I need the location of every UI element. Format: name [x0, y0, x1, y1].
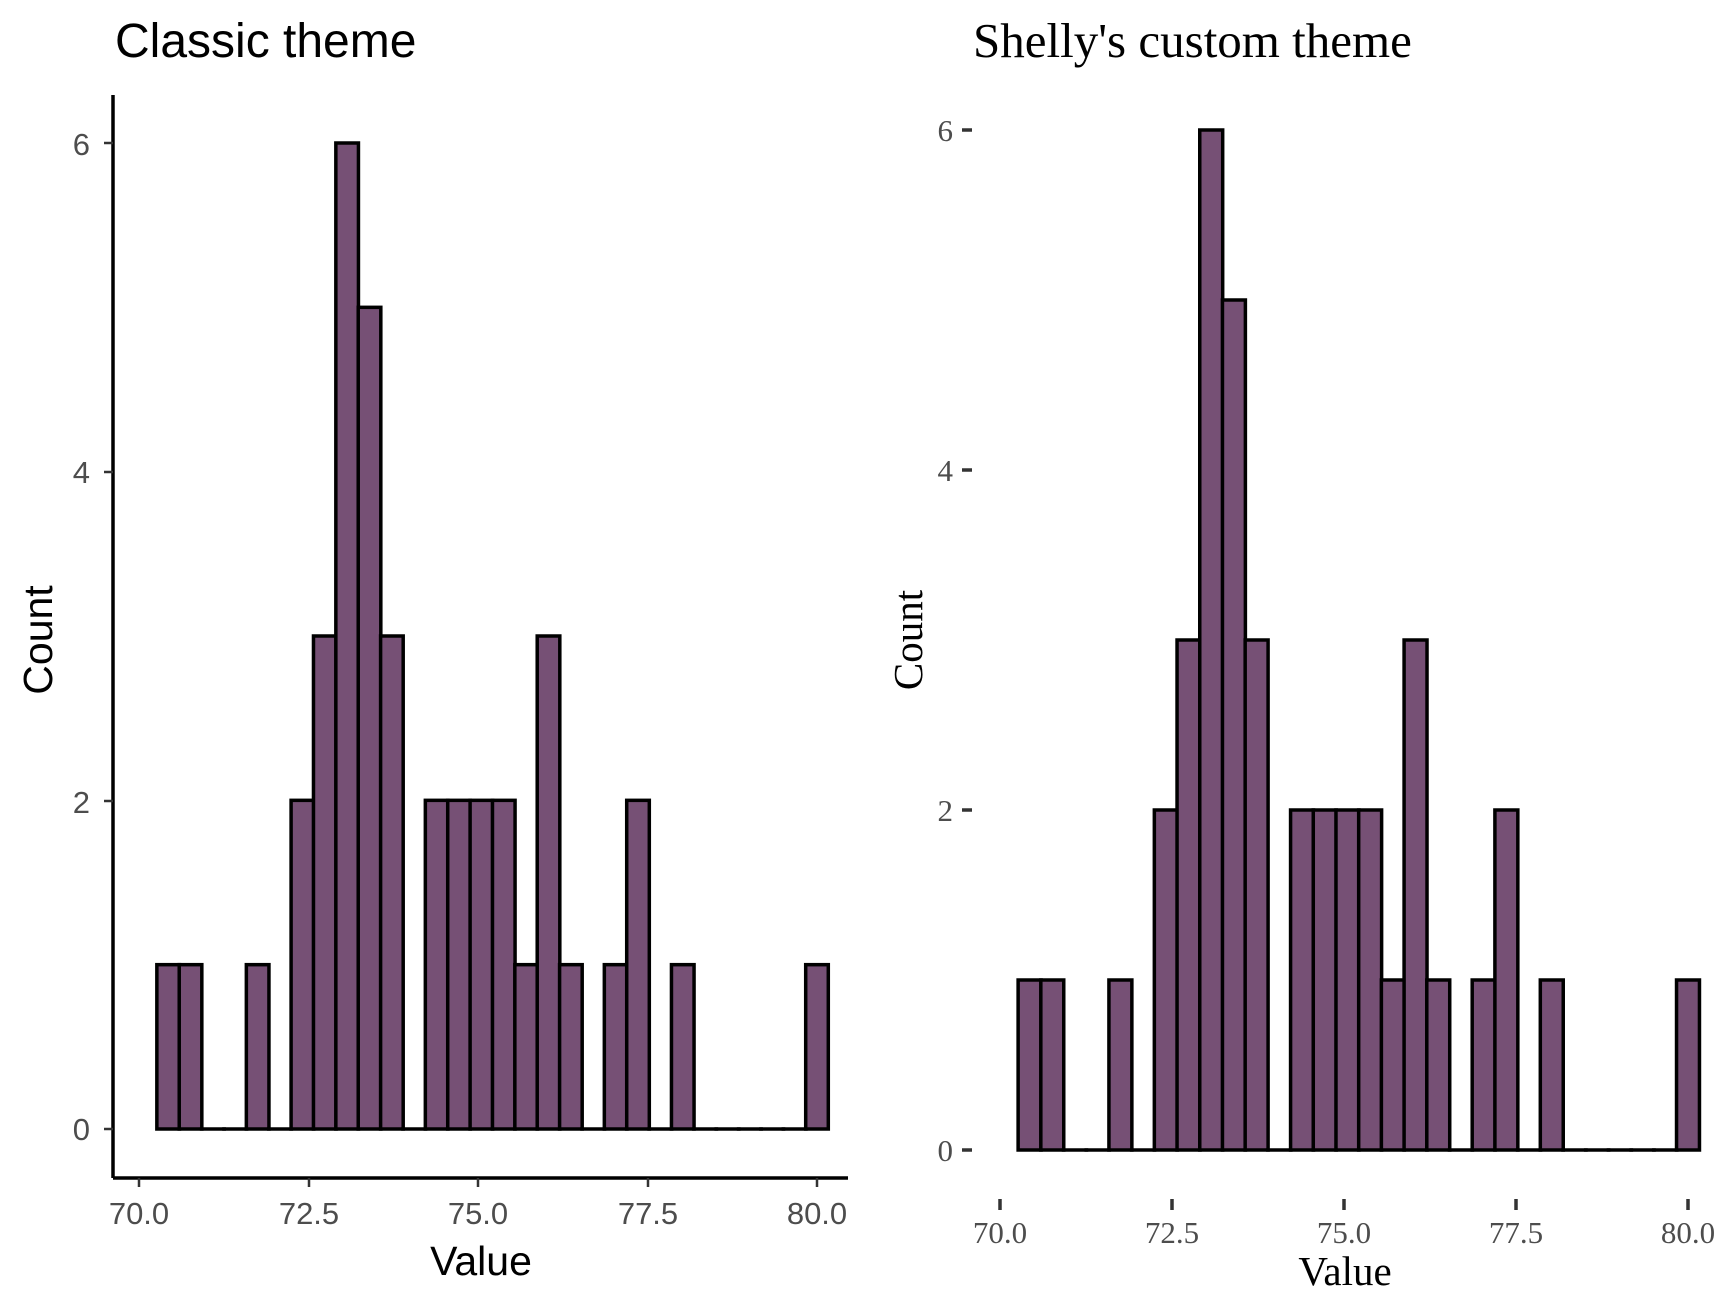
y-tick-label: 0 — [73, 1112, 90, 1147]
bars-group — [1016, 128, 1702, 1152]
histogram-bar — [1356, 808, 1384, 1152]
bars-group — [155, 141, 831, 1131]
histogram-bar — [445, 798, 473, 1131]
histogram-bar — [1334, 808, 1361, 1152]
histogram-bar — [1402, 638, 1429, 1152]
y-tick-label: 2 — [938, 793, 954, 828]
panel-classic: Classic theme 0 2 4 6 70.0 72.5 — [15, 15, 848, 1284]
x-tick-marks — [137, 1178, 819, 1187]
chart-title: Classic theme — [115, 15, 416, 68]
x-tick-label: 72.5 — [1145, 1215, 1199, 1250]
histogram-bar — [1470, 978, 1497, 1152]
histogram-bar — [1311, 808, 1338, 1152]
histogram-bar — [1288, 808, 1316, 1152]
histogram-bar — [535, 634, 562, 1131]
histogram-bar — [1152, 808, 1180, 1152]
histogram-bar — [378, 634, 405, 1131]
x-tick-label: 77.5 — [1489, 1215, 1543, 1250]
histogram-bar — [289, 798, 316, 1131]
histogram-bar — [1379, 978, 1407, 1152]
histogram-bar — [803, 962, 831, 1131]
y-tick-label: 4 — [938, 453, 954, 488]
histogram-bar — [356, 305, 383, 1131]
histogram-bar — [155, 962, 182, 1131]
x-axis-label: Value — [430, 1238, 532, 1284]
histogram-bar — [423, 798, 450, 1131]
histogram-bar — [1493, 808, 1520, 1152]
histogram-bar — [177, 962, 204, 1131]
y-tick-label: 6 — [938, 113, 954, 148]
x-tick-label: 75.0 — [448, 1196, 508, 1231]
histogram-bar — [602, 962, 629, 1131]
y-tick-labels: 0 2 4 6 — [73, 127, 90, 1147]
x-tick-marks — [998, 1199, 1690, 1210]
histogram-bar — [513, 962, 540, 1131]
y-tick-marks — [104, 141, 113, 1131]
x-tick-label: 80.0 — [787, 1196, 847, 1231]
y-tick-marks — [962, 128, 972, 1152]
histogram-bar — [1016, 978, 1043, 1152]
histogram-bar — [624, 798, 652, 1131]
x-tick-label: 70.0 — [109, 1196, 169, 1231]
histogram-bar — [557, 962, 584, 1131]
histogram-bar — [1220, 298, 1248, 1152]
x-tick-label: 72.5 — [279, 1196, 339, 1231]
y-axis-label: Count — [885, 589, 931, 690]
y-tick-label: 6 — [73, 127, 90, 162]
y-tick-label: 2 — [73, 785, 90, 820]
chart-title: Shelly's custom theme — [973, 13, 1412, 68]
histogram-bar — [468, 798, 495, 1131]
histogram-bar — [669, 962, 696, 1131]
x-tick-label: 75.0 — [1317, 1215, 1371, 1250]
histogram-bar — [1107, 978, 1134, 1152]
y-tick-labels: 0 2 4 6 — [938, 113, 954, 1168]
histogram-bar — [1674, 978, 1702, 1152]
x-tick-label: 80.0 — [1661, 1215, 1715, 1250]
x-tick-label: 77.5 — [618, 1196, 678, 1231]
histogram-bar — [1243, 638, 1270, 1152]
histogram-bar — [1425, 978, 1452, 1152]
histogram-bar — [244, 962, 271, 1131]
histogram-bar — [490, 798, 517, 1131]
histogram-bar — [1538, 978, 1565, 1152]
histogram-bar — [334, 141, 361, 1131]
x-tick-label: 70.0 — [973, 1215, 1027, 1250]
y-tick-label: 4 — [73, 455, 90, 490]
y-tick-label: 0 — [938, 1133, 954, 1168]
y-axis-label: Count — [15, 585, 61, 695]
x-axis-label: Value — [1298, 1248, 1391, 1294]
histogram-bar — [311, 634, 338, 1131]
x-tick-labels: 70.0 72.5 75.0 77.5 80.0 — [109, 1196, 847, 1231]
histogram-bar — [1039, 978, 1066, 1152]
histogram-bar — [1175, 638, 1202, 1152]
panel-custom: Shelly's custom theme 0 2 4 6 70.0 72.5 … — [885, 13, 1715, 1294]
histogram-bar — [1198, 128, 1225, 1152]
x-tick-labels: 70.0 72.5 75.0 77.5 80.0 — [973, 1215, 1715, 1250]
